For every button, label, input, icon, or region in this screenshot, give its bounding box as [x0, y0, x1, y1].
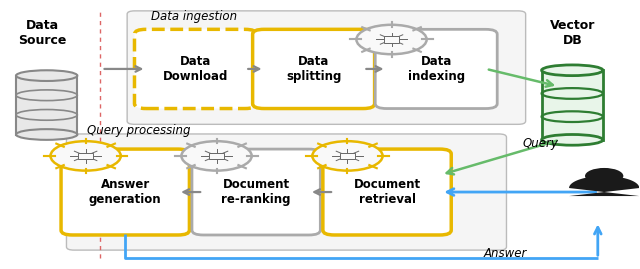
FancyBboxPatch shape	[253, 29, 374, 109]
Circle shape	[585, 168, 623, 184]
FancyBboxPatch shape	[340, 153, 355, 159]
Polygon shape	[16, 76, 77, 134]
FancyBboxPatch shape	[127, 11, 525, 124]
Polygon shape	[541, 70, 603, 140]
FancyBboxPatch shape	[61, 149, 189, 235]
Circle shape	[51, 141, 121, 171]
Text: Data ingestion: Data ingestion	[151, 10, 237, 23]
Text: Document
re-ranking: Document re-ranking	[221, 178, 291, 206]
Text: Data
splitting: Data splitting	[286, 55, 341, 83]
Ellipse shape	[16, 70, 77, 81]
FancyBboxPatch shape	[375, 29, 497, 109]
Text: Data
Source: Data Source	[18, 19, 67, 47]
Circle shape	[356, 25, 427, 54]
Circle shape	[312, 141, 383, 171]
Text: Vector
DB: Vector DB	[550, 19, 595, 47]
Ellipse shape	[16, 129, 77, 140]
FancyBboxPatch shape	[192, 149, 320, 235]
Text: Data
Download: Data Download	[163, 55, 228, 83]
FancyBboxPatch shape	[67, 134, 506, 250]
FancyBboxPatch shape	[384, 36, 399, 43]
Text: Data
indexing: Data indexing	[408, 55, 465, 83]
Text: Answer
generation: Answer generation	[89, 178, 161, 206]
Ellipse shape	[541, 65, 603, 76]
Text: Document
retrieval: Document retrieval	[353, 178, 420, 206]
Circle shape	[181, 141, 252, 171]
Ellipse shape	[541, 134, 603, 145]
FancyBboxPatch shape	[209, 153, 224, 159]
Text: Answer: Answer	[483, 247, 527, 260]
FancyBboxPatch shape	[134, 29, 257, 109]
Text: Query processing: Query processing	[87, 124, 191, 137]
FancyBboxPatch shape	[78, 153, 93, 159]
FancyBboxPatch shape	[323, 149, 451, 235]
Polygon shape	[569, 176, 639, 196]
Text: Query: Query	[522, 137, 558, 150]
